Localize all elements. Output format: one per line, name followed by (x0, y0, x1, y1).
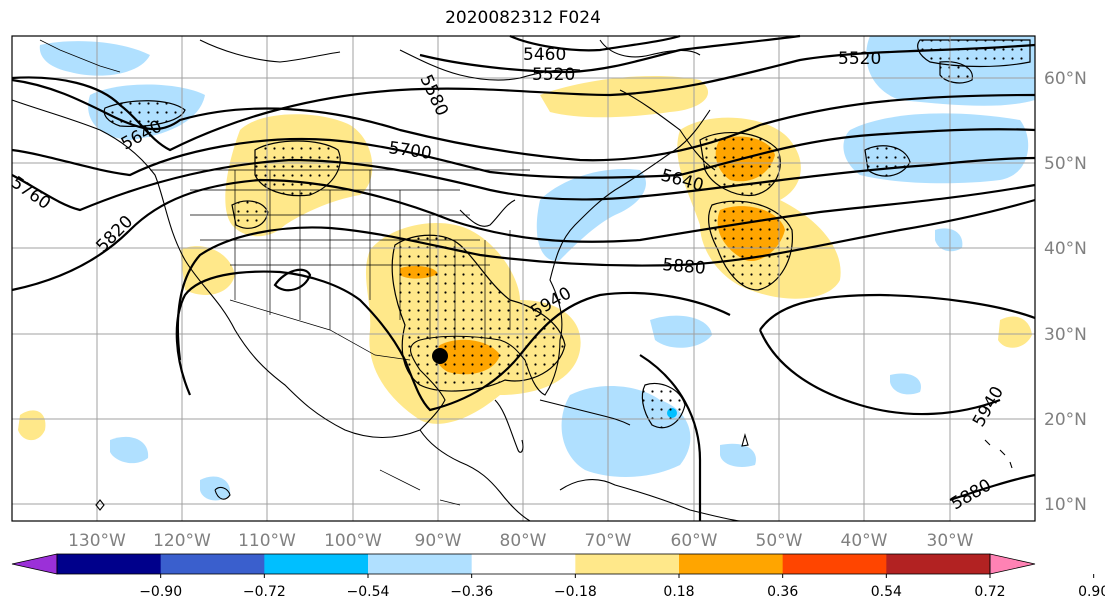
colorbar-segment (264, 554, 369, 574)
colorbar-segment (782, 554, 887, 574)
lat-tick-label: 20°N (1044, 410, 1087, 430)
colorbar-tick-label: 0.36 (767, 584, 798, 600)
colorbar-tick-label: −0.90 (139, 584, 182, 600)
lat-tick-label: 10°N (1044, 495, 1087, 515)
colorbar-segment (160, 554, 265, 574)
height-contours (11, 34, 1036, 521)
colorbar-segment (57, 554, 162, 574)
colorbar: −0.90 −0.72 −0.54 −0.36 −0.18 0.18 0.36 0.54 0.7… (11, 553, 1105, 600)
lat-tick-label: 60°N (1044, 69, 1087, 89)
colorbar-tick-label: −0.18 (554, 584, 597, 600)
map-frame (11, 35, 1036, 522)
colorbar-tick-label: 0.18 (663, 584, 694, 600)
colorbar-tick-label: 0.90 (1078, 584, 1105, 600)
contour-label: 5520 (838, 49, 881, 69)
longitude-labels: 130°W 120°W 110°W 100°W 90°W 80°W 70°W 6… (68, 531, 974, 551)
colorbar-segment (471, 554, 576, 574)
map-title: 2020082312 F024 (445, 8, 601, 28)
map-panel: 5460 5520 5520 5580 5640 5640 5700 5760 … (7, 34, 1036, 522)
lon-tick-label: 80°W (500, 531, 547, 551)
graticule (12, 36, 1035, 521)
lon-tick-label: 90°W (415, 531, 462, 551)
lon-tick-label: 120°W (153, 531, 211, 551)
colorbar-tick-label: 0.54 (871, 584, 902, 600)
lon-tick-label: 110°W (238, 531, 296, 551)
storm-center-marker (432, 348, 448, 364)
contour-label: 5520 (532, 65, 575, 85)
colorbar-tick-label: 0.72 (974, 584, 1005, 600)
lon-tick-label: 60°W (671, 531, 718, 551)
colorbar-segment (679, 554, 784, 574)
colorbar-frame (56, 553, 991, 575)
colorbar-extend-low (11, 553, 58, 575)
lon-tick-label: 40°W (841, 531, 888, 551)
political-borders (39, 39, 530, 506)
colorbar-segment (575, 554, 680, 574)
colorbar-segment (368, 554, 473, 574)
colorbar-tick-label: −0.72 (243, 584, 286, 600)
lat-tick-label: 30°N (1044, 325, 1087, 345)
colorbar-extend-high (989, 553, 1036, 575)
lon-tick-label: 100°W (324, 531, 382, 551)
lon-tick-label: 70°W (585, 531, 632, 551)
colorbar-segment (886, 554, 991, 574)
lat-tick-label: 40°N (1044, 239, 1087, 259)
lat-tick-label: 50°N (1044, 154, 1087, 174)
contour-label: 5460 (523, 45, 566, 65)
latitude-labels: 60°N 50°N 40°N 30°N 20°N 10°N (1044, 69, 1087, 515)
lon-tick-label: 130°W (68, 531, 126, 551)
lon-tick-label: 30°W (927, 531, 974, 551)
coastlines (11, 39, 1013, 522)
lon-tick-label: 50°W (756, 531, 803, 551)
contour-label: 5880 (662, 255, 707, 279)
colorbar-tick-label: −0.36 (450, 584, 493, 600)
colorbar-tick-label: −0.54 (347, 584, 390, 600)
